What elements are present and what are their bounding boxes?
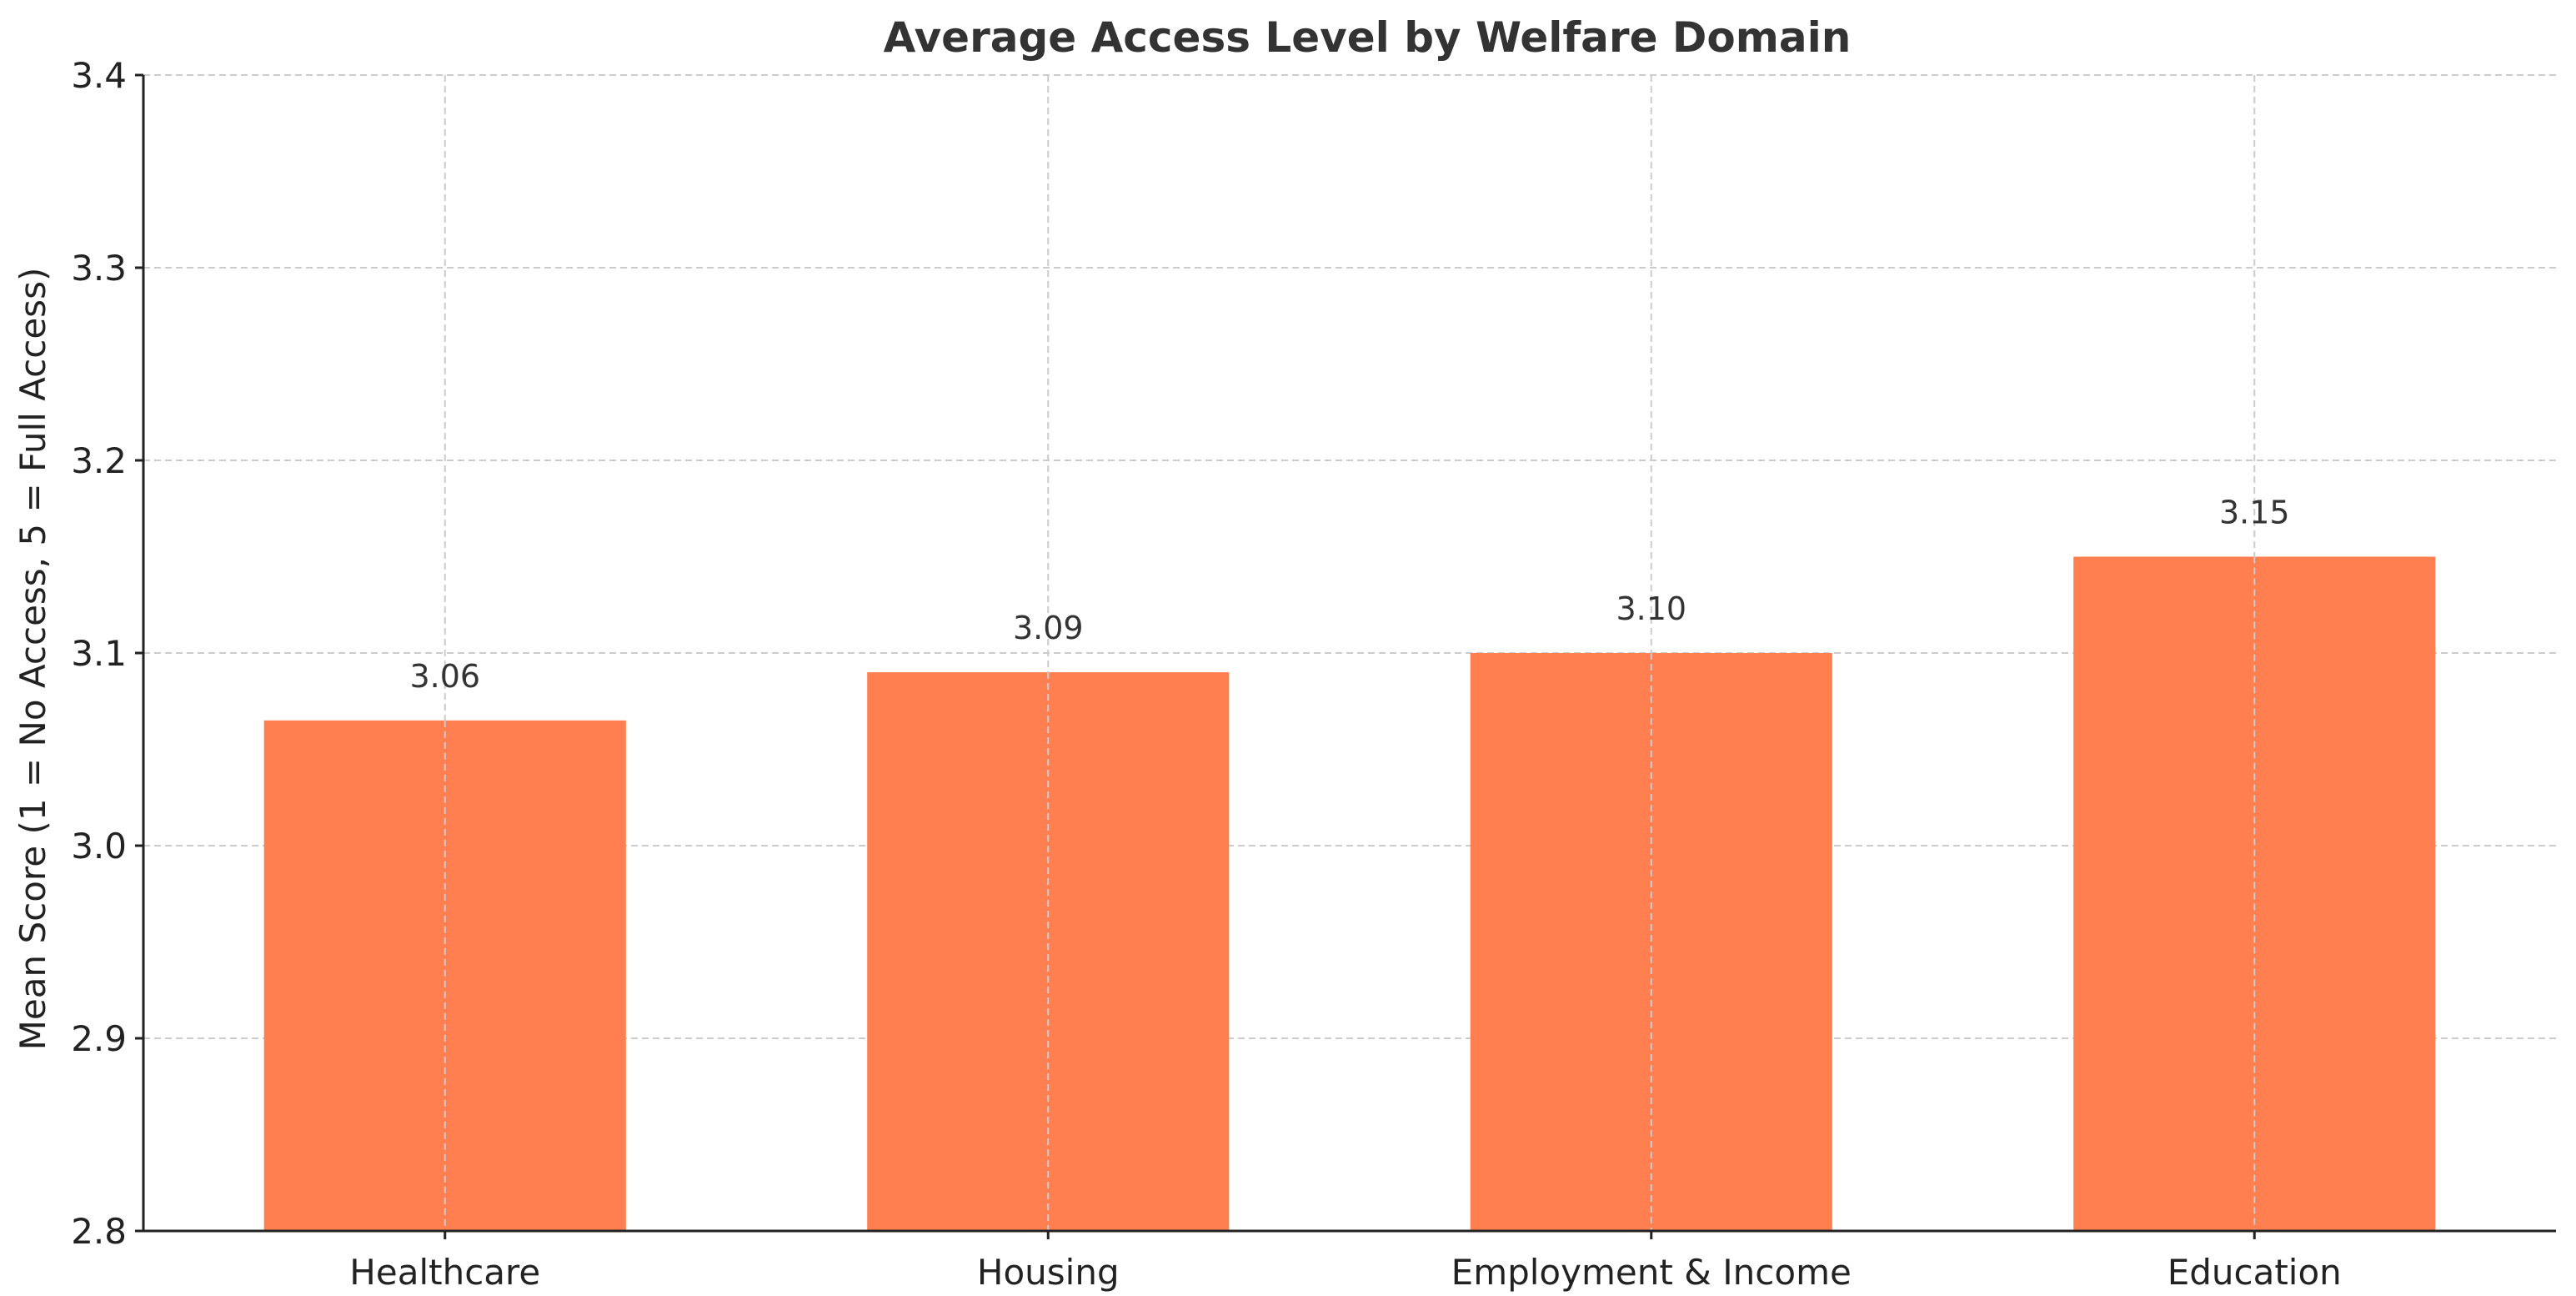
bar-value-label: 3.15	[2219, 495, 2290, 531]
chart-title: Average Access Level by Welfare Domain	[884, 13, 1852, 62]
y-tick-label: 3.3	[71, 248, 127, 289]
y-tick-label: 2.8	[71, 1211, 127, 1252]
x-tick-label: Housing	[977, 1252, 1120, 1293]
y-tick-label: 3.2	[71, 440, 127, 481]
tick-labels: 2.8 2.9 3.0 3.1 3.2 3.3 3.4 Healthcare Housing Em…	[71, 55, 2342, 1293]
bar	[867, 672, 1230, 1231]
bar-value-label: 3.10	[1616, 590, 1686, 627]
x-tick-label: Healthcare	[349, 1252, 540, 1293]
bars	[263, 556, 2436, 1231]
data-labels: 3.06 3.09 3.10 3.15	[409, 495, 2289, 695]
y-tick-label: 3.1	[71, 633, 127, 674]
y-tick-label: 2.9	[71, 1018, 127, 1059]
bar-value-label: 3.09	[1013, 610, 1084, 646]
y-tick-label: 3.0	[71, 826, 127, 867]
axes	[135, 73, 2556, 1239]
x-tick-label: Employment & Income	[1451, 1252, 1852, 1293]
y-tick-label: 3.4	[71, 55, 127, 96]
x-tick-label: Education	[2168, 1252, 2342, 1293]
bar-value-label: 3.06	[409, 658, 480, 695]
y-axis-label: Mean Score (1 = No Access, 5 = Full Acce…	[13, 268, 53, 1051]
